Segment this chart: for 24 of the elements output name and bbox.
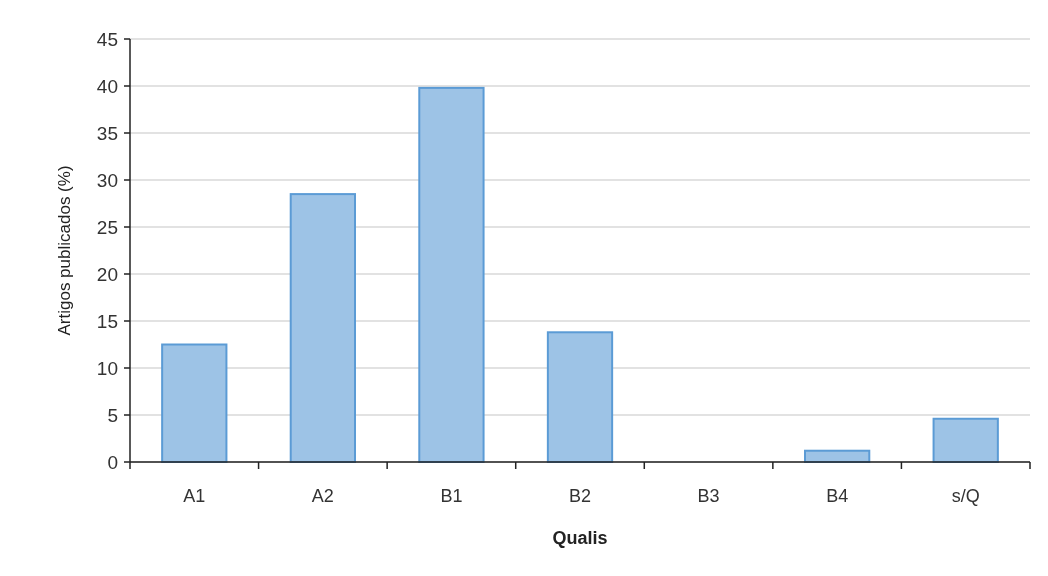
y-tick-label: 45 (96, 28, 118, 50)
y-tick-label: 35 (96, 122, 118, 144)
y-tick-label: 15 (96, 310, 118, 332)
bar (289, 193, 356, 463)
x-axis-title: Qualis (552, 528, 608, 548)
x-tick-label: A1 (183, 486, 206, 506)
y-tick-label: 25 (96, 216, 118, 238)
y-tick-label: 0 (107, 451, 118, 473)
bar (546, 331, 614, 463)
y-tick-label: 20 (96, 263, 118, 285)
y-tick-label: 30 (96, 169, 118, 191)
y-tick-label: 5 (107, 404, 118, 426)
bar (418, 86, 485, 463)
x-tick-label: B1 (440, 486, 463, 506)
y-tick-label: 40 (96, 75, 118, 97)
x-tick-label: A2 (311, 486, 334, 506)
y-tick-label: 10 (96, 357, 118, 379)
bar (932, 417, 999, 463)
y-axis-title: Artigos publicados (%) (55, 165, 74, 336)
x-tick-label: B3 (697, 486, 720, 506)
x-tick-label: B2 (568, 486, 592, 506)
bar (161, 343, 228, 463)
x-tick-label: s/Q (951, 486, 980, 506)
x-tick-label: B4 (826, 486, 849, 506)
